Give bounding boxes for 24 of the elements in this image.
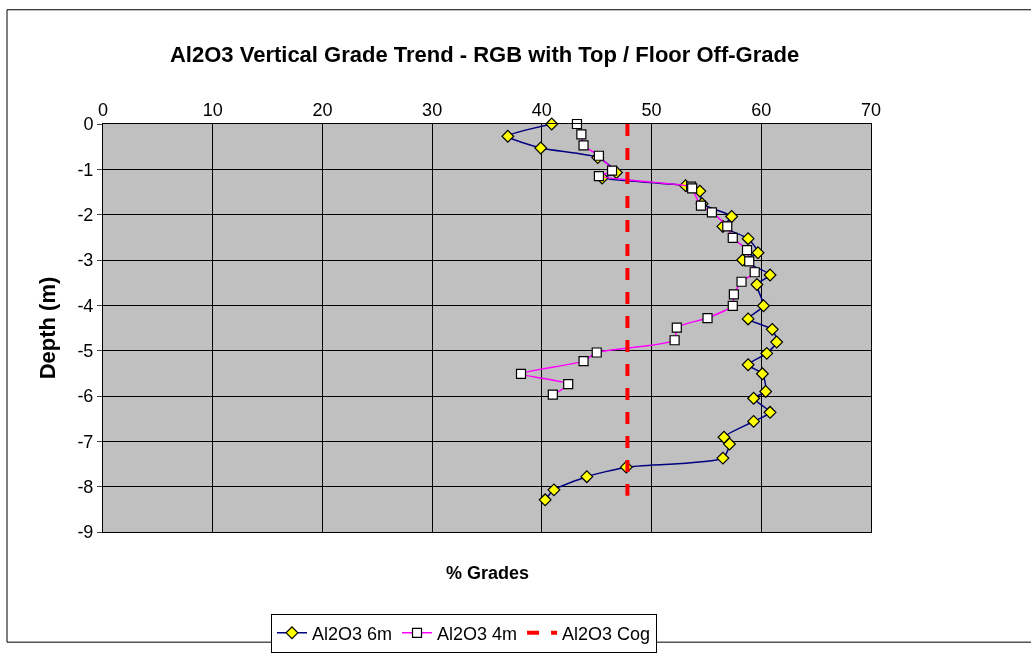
x-tick-label: 0 <box>97 99 109 120</box>
y-tick-label: 0 <box>83 114 94 135</box>
x-tick-label: 10 <box>202 99 223 120</box>
legend-label: Al2O3 Cog <box>562 623 651 644</box>
y-tick-label: -6 <box>77 386 94 407</box>
chart-title: Al2O3 Vertical Grade Trend - RGB with Top / Floor Off-Grade <box>170 41 800 67</box>
y-tick-label: -4 <box>77 295 94 316</box>
y-tick-label: -3 <box>77 250 94 271</box>
x-tick-label: 40 <box>531 99 552 120</box>
legend-label: Al2O3 4m <box>437 623 518 644</box>
y-tick-label: -5 <box>77 340 94 361</box>
x-tick-label: 20 <box>312 99 333 120</box>
x-tick-label: 70 <box>860 99 882 120</box>
y-tick-label: -2 <box>77 204 94 225</box>
x-tick-label: 50 <box>641 99 662 120</box>
legend-label: Al2O3 6m <box>311 623 393 644</box>
y-tick-label: -1 <box>77 159 94 180</box>
x-tick-label: 30 <box>422 99 443 120</box>
x-axis-title: % Grades <box>446 563 530 583</box>
y-axis-title: Depth (m) <box>35 276 61 380</box>
y-tick-label: -9 <box>77 522 94 543</box>
y-tick-label: -8 <box>77 476 94 497</box>
x-tick-label: 60 <box>751 99 772 120</box>
y-tick-label: -7 <box>77 431 94 452</box>
